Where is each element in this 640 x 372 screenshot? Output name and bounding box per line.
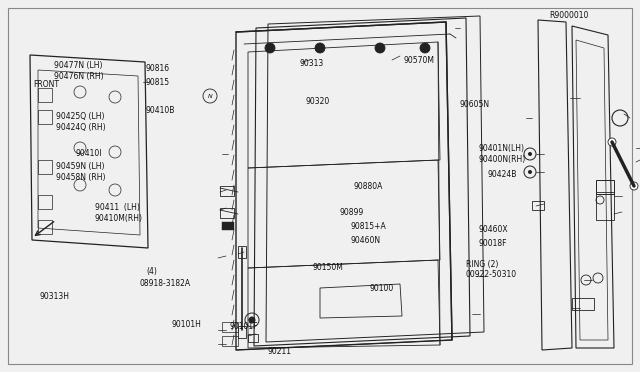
Text: 90401N(LH): 90401N(LH) [479, 144, 525, 153]
Bar [248, 334, 258, 342]
Text: R9000010: R9000010 [549, 11, 589, 20]
Bar [222, 222, 234, 230]
Text: 90460N: 90460N [351, 236, 381, 245]
Text: 90815+A: 90815+A [351, 222, 387, 231]
Bar [572, 298, 594, 310]
Text: 90458N (RH): 90458N (RH) [56, 173, 106, 182]
Text: 90424B: 90424B [488, 170, 517, 179]
Circle shape [528, 170, 532, 174]
Text: 90899: 90899 [339, 208, 364, 217]
Circle shape [630, 182, 638, 190]
Text: FRONT: FRONT [33, 80, 60, 89]
Text: 90459N (LH): 90459N (LH) [56, 162, 105, 171]
Text: 90425Q (LH): 90425Q (LH) [56, 112, 105, 121]
Circle shape [375, 43, 385, 53]
Text: 90476N (RH): 90476N (RH) [54, 72, 104, 81]
Text: (4): (4) [146, 267, 157, 276]
Bar [222, 336, 238, 346]
Circle shape [528, 152, 532, 156]
Circle shape [265, 43, 275, 53]
Text: 90018F: 90018F [479, 239, 508, 248]
Bar [220, 186, 234, 196]
Text: 90815: 90815 [146, 78, 170, 87]
Circle shape [608, 138, 616, 146]
Bar [238, 326, 246, 338]
Text: N: N [208, 93, 212, 99]
Bar [596, 180, 614, 194]
Text: 90570M: 90570M [403, 56, 434, 65]
Text: 90400N(RH): 90400N(RH) [479, 155, 526, 164]
Text: 90410B: 90410B [146, 106, 175, 115]
Bar [596, 192, 614, 220]
Text: 90816: 90816 [146, 64, 170, 73]
Circle shape [249, 317, 255, 323]
Bar [220, 208, 234, 218]
Text: 90411  (LH): 90411 (LH) [95, 203, 140, 212]
Text: 90424Q (RH): 90424Q (RH) [56, 123, 106, 132]
Text: 90880A: 90880A [353, 182, 383, 191]
Text: 90313H: 90313H [40, 292, 70, 301]
Bar [222, 322, 238, 332]
Text: 90101H: 90101H [172, 320, 202, 329]
Bar [532, 201, 544, 210]
Circle shape [420, 43, 430, 53]
Text: 90211: 90211 [268, 347, 292, 356]
Text: 90101F: 90101F [229, 322, 258, 331]
Text: 00922-50310: 00922-50310 [466, 270, 517, 279]
Text: 90460X: 90460X [479, 225, 508, 234]
Text: 90100: 90100 [370, 284, 394, 293]
Text: 08918-3182A: 08918-3182A [140, 279, 191, 288]
Text: 90605N: 90605N [460, 100, 490, 109]
Text: 90477N (LH): 90477N (LH) [54, 61, 103, 70]
Text: 90313: 90313 [300, 60, 324, 68]
Circle shape [315, 43, 325, 53]
Text: 90320: 90320 [306, 97, 330, 106]
Text: 90410M(RH): 90410M(RH) [95, 214, 143, 223]
Bar [238, 246, 246, 258]
Text: RING (2): RING (2) [466, 260, 499, 269]
Text: 90410I: 90410I [76, 149, 102, 158]
Text: 90150M: 90150M [312, 263, 343, 272]
